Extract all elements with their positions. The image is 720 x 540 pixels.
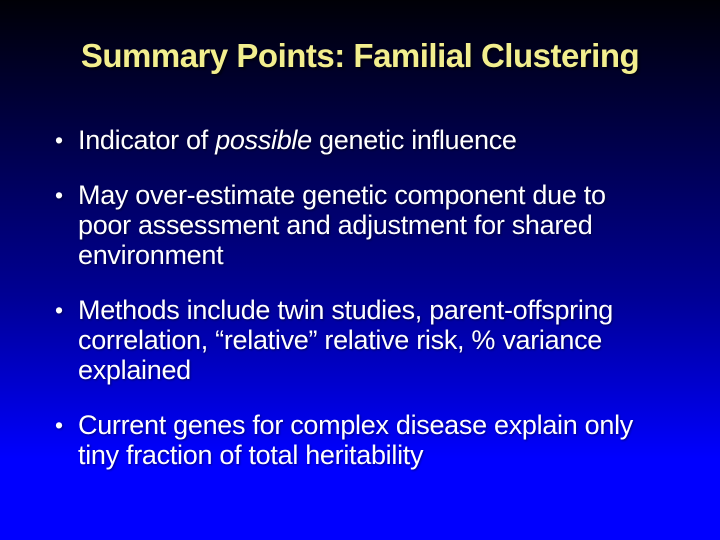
bullet-line: Indicator of possible genetic influence: [78, 125, 517, 155]
bullet-marker-icon: •: [55, 127, 63, 153]
bullet-item: • Methods include twin studies, parent-of…: [55, 295, 690, 385]
bullet-item: • Current genes for complex disease expla…: [55, 410, 690, 470]
bullet-list: • Indicator of possible genetic influence…: [55, 125, 690, 495]
bullet-line: correlation, “relative” relative risk, %…: [78, 325, 602, 355]
bullet-line: Current genes for complex disease explai…: [78, 410, 634, 440]
bullet-text: Current genes for complex disease explai…: [78, 410, 690, 470]
bullet-text: Methods include twin studies, parent-off…: [78, 295, 690, 385]
bullet-item: • May over-estimate genetic component due…: [55, 180, 690, 270]
bullet-marker-icon: •: [55, 412, 63, 438]
bullet-marker-icon: •: [55, 297, 63, 323]
bullet-line: May over-estimate genetic component due …: [78, 180, 606, 210]
bullet-marker-icon: •: [55, 182, 63, 208]
bullet-item: • Indicator of possible genetic influence: [55, 125, 690, 155]
bullet-line: explained: [78, 355, 191, 385]
bullet-line: Methods include twin studies, parent-off…: [78, 295, 614, 325]
bullet-line: tiny fraction of total heritability: [78, 440, 424, 470]
bullet-text: May over-estimate genetic component due …: [78, 180, 690, 270]
bullet-line: poor assessment and adjustment for share…: [78, 210, 593, 240]
slide-title: Summary Points: Familial Clustering: [80, 37, 640, 74]
bullet-text: Indicator of possible genetic influence: [78, 125, 690, 155]
bullet-line: environment: [78, 240, 224, 270]
